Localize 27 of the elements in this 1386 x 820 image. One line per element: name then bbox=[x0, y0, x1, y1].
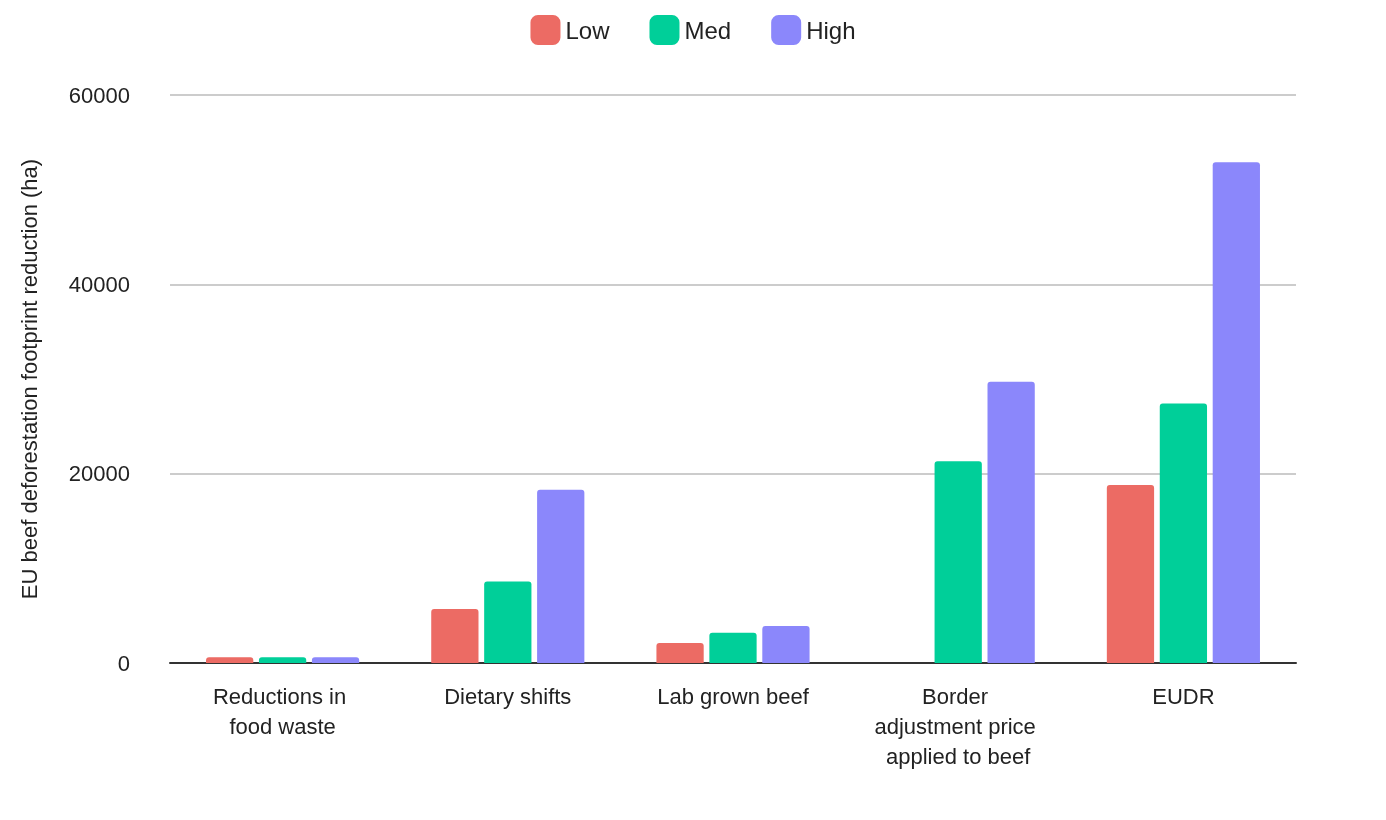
y-tick-label: 0 bbox=[117, 650, 130, 676]
y-tick-label: 60000 bbox=[68, 82, 130, 108]
bar bbox=[709, 632, 757, 663]
y-axis-title: EU beef deforestation footprint reduction (ha) bbox=[16, 158, 42, 600]
bar bbox=[934, 461, 982, 663]
legend-label: High bbox=[806, 16, 856, 44]
x-tick-label: Border adjustment price applied to beef bbox=[874, 683, 1042, 769]
x-tick-label: Reductions in food waste bbox=[212, 683, 353, 739]
legend-label: Med bbox=[684, 16, 732, 44]
bar bbox=[206, 657, 254, 663]
bar bbox=[258, 657, 307, 663]
y-tick-label: 40000 bbox=[68, 271, 130, 297]
bar bbox=[1159, 403, 1208, 663]
bar bbox=[484, 581, 532, 663]
x-tick-label: Dietary shifts bbox=[444, 683, 572, 709]
legend-label: Low bbox=[565, 16, 611, 44]
bar bbox=[1212, 162, 1260, 663]
x-tick-label: Lab grown beef bbox=[657, 683, 810, 709]
bar bbox=[311, 657, 360, 663]
bar bbox=[987, 381, 1035, 663]
y-tick-label: 20000 bbox=[68, 461, 130, 487]
bar bbox=[1106, 485, 1155, 663]
bar bbox=[762, 626, 810, 663]
bar bbox=[431, 609, 479, 663]
bar bbox=[656, 643, 704, 663]
x-tick-label: EUDR bbox=[1152, 683, 1215, 709]
bar bbox=[537, 489, 585, 663]
